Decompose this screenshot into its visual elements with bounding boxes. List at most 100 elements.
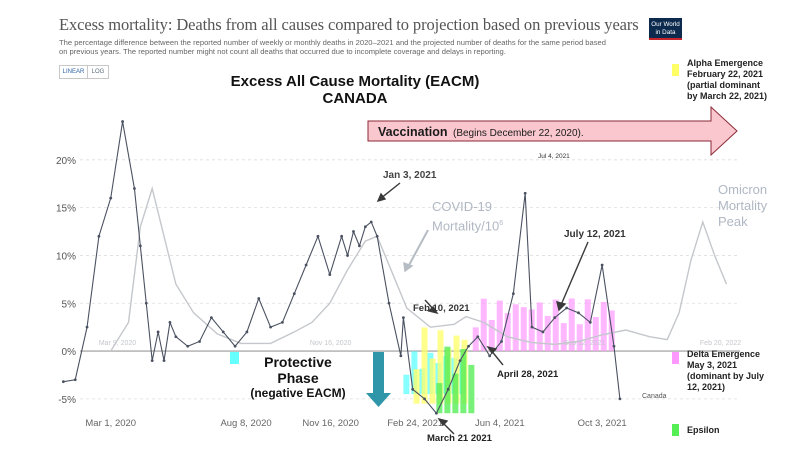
excess-point-16	[209, 316, 213, 319]
chart-header: Excess mortality: Deaths from all causes…	[59, 15, 644, 56]
omicron-label-line-3: Peak	[718, 214, 748, 229]
excess-point-14	[186, 344, 190, 348]
excess-point-35	[399, 354, 403, 358]
subtitle-line-1: The percentage difference between the re…	[59, 38, 606, 47]
shade-delta-4	[504, 313, 511, 352]
shade-epsilon-1	[444, 346, 451, 414]
legend-alpha-line-1: Alpha Emergence	[687, 58, 764, 68]
legend-delta-line-1: Delta Emergence	[687, 349, 761, 359]
logo-line-2: in Data	[655, 28, 676, 36]
covid-label-line-2: Mortality/10	[432, 218, 500, 234]
covid-mortality-line	[110, 185, 728, 352]
faint-x-tick-label-3: Feb 20, 2022	[700, 340, 741, 347]
annotation-feb10: Feb 10, 2021	[413, 303, 470, 314]
series-lines	[61, 120, 728, 415]
shade-alpha-0	[413, 369, 420, 404]
excess-point-0	[61, 380, 65, 384]
omicron-label-line-1: Omicron	[718, 182, 768, 197]
excess-point-56	[618, 397, 622, 401]
excess-point-8	[144, 301, 148, 305]
excess-point-51	[565, 306, 569, 310]
legend-epsilon-line-1: Epsilon	[687, 425, 720, 435]
subtitle-line-2: on previous years. The reported number m…	[59, 47, 506, 56]
legend-delta-line-3: (dominant by July	[687, 371, 765, 381]
excess-point-9	[150, 359, 154, 363]
overlay-title-country: CANADA	[322, 90, 388, 107]
excess-point-27	[340, 234, 344, 238]
excess-point-42	[467, 344, 470, 348]
excess-point-32	[369, 220, 373, 224]
y-tick-label-4: 0%	[62, 347, 77, 358]
annotation-apr28: April 28, 2021	[497, 369, 559, 380]
excess-point-47	[523, 191, 527, 195]
excess-point-54	[600, 263, 604, 267]
linear-scale-toggle[interactable]: LINEAR	[59, 65, 88, 79]
excess-point-53	[588, 320, 592, 324]
excess-point-26	[328, 273, 332, 276]
excess-point-34	[387, 301, 391, 305]
excess-point-46	[511, 292, 515, 296]
excess-point-19	[245, 330, 249, 334]
legend-alpha-line-2: February 22, 2021	[687, 69, 764, 79]
covid-mortality-label: COVID-19 Mortality/106	[432, 198, 503, 234]
canada-series-label: Canada	[642, 393, 667, 400]
shade-alpha-3	[437, 330, 444, 404]
excess-point-18	[233, 344, 237, 348]
excess-point-15	[198, 340, 201, 343]
excess-point-24	[304, 263, 308, 267]
grid-lines	[80, 159, 740, 400]
excess-point-50	[553, 316, 557, 319]
x-tick-label-5: Oct 3, 2021	[578, 418, 627, 429]
axis-ticks: 20% 15% 10% 5% 0% -5% Mar 1, 2020 Aug 8, 2020 No…	[56, 156, 741, 429]
x-tick-label-4: Jun 4, 2021	[475, 418, 525, 429]
y-tick-label-2: 10%	[56, 251, 76, 262]
shade-alpha-1	[421, 327, 428, 404]
excess-point-6	[133, 187, 136, 190]
legend-delta-swatch	[672, 352, 679, 364]
excess-point-10	[156, 330, 160, 334]
excess-point-23	[292, 292, 296, 296]
excess-point-25	[316, 234, 320, 238]
owid-logo[interactable]: Our World in Data	[649, 18, 682, 40]
shade-epsilon-3	[460, 349, 467, 414]
annotation-jul12: July 12, 2021	[564, 229, 626, 240]
legend-alpha-line-4: by March 22, 2021)	[687, 91, 768, 101]
protective-label-line-2: Phase	[277, 370, 319, 386]
excess-point-49	[541, 330, 545, 334]
shade-delta-8	[536, 302, 543, 352]
shade-protective_phase-0	[403, 374, 410, 395]
excess-point-45	[500, 340, 503, 343]
shade-epsilon-0	[436, 383, 443, 414]
shade-delta-14	[584, 299, 591, 352]
shade-epsilon-2	[452, 373, 459, 414]
excess-point-1	[73, 378, 77, 382]
excess-point-38	[423, 397, 426, 401]
x-tick-label-1: Aug 8, 2020	[220, 418, 271, 429]
faint-x-tick-label-2: Sep 12, 2021	[564, 340, 606, 347]
log-scale-toggle[interactable]: LOG	[87, 65, 109, 79]
shade-delta-16	[600, 301, 607, 352]
excess-point-48	[530, 325, 534, 329]
omicron-label-line-2: Mortality	[718, 198, 768, 213]
overlay-title: Excess All Cause Mortality (EACM) CANADA	[195, 73, 515, 107]
shade-delta-6	[520, 307, 527, 352]
excess-point-7	[138, 244, 142, 248]
x-tick-label-0: Mar 1, 2020	[85, 418, 136, 429]
excess-point-5	[121, 120, 124, 123]
excess-point-39	[434, 411, 438, 415]
omicron-label: Omicron Mortality Peak	[718, 182, 767, 230]
excess-point-20	[257, 297, 261, 300]
legend-delta-line-4: 12, 2021)	[687, 382, 726, 392]
excess-point-55	[612, 344, 616, 348]
protective-phase-label: Protective Phase (negative EACM)	[228, 354, 368, 400]
vaccination-label: Vaccination	[378, 125, 447, 139]
legend-alpha-line-3: (partial dominant	[687, 80, 761, 90]
covid-label-line-1: COVID-19	[432, 199, 492, 214]
vaccination-note: (Begins December 22, 2020).	[453, 128, 584, 139]
excess-point-30	[358, 244, 361, 248]
x-tick-label-2: Nov 16, 2020	[302, 418, 359, 429]
shade-delta-13	[576, 324, 583, 352]
protective-label-line-3: (negative EACM)	[250, 386, 346, 400]
excess-point-41	[458, 359, 462, 363]
